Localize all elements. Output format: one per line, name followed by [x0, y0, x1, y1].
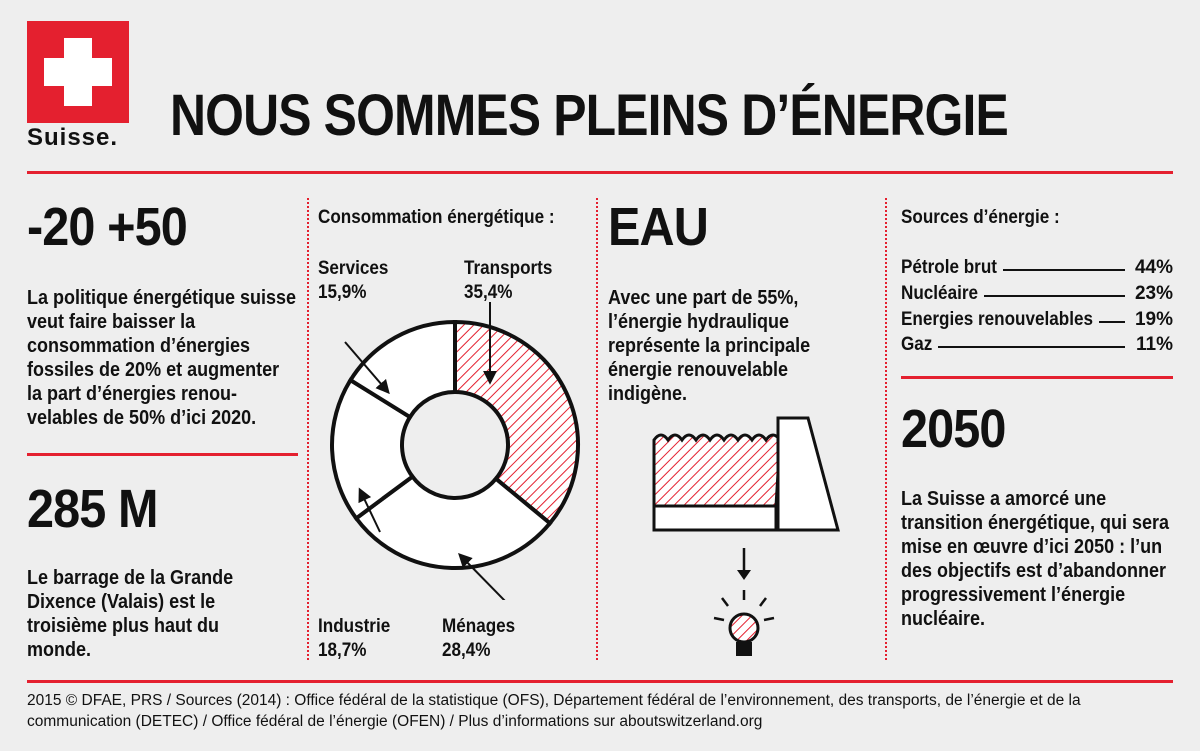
- source-leader-line: [983, 295, 1125, 297]
- source-leader-line: [1098, 321, 1125, 323]
- source-name: Nucléaire: [901, 283, 982, 305]
- dam-illustration: [652, 416, 840, 656]
- footer-divider: [27, 680, 1173, 683]
- source-name: Energies renouvelables: [901, 309, 1097, 331]
- sources-title: Sources d’énergie :: [901, 207, 1060, 228]
- label-menages-name: Ménages: [442, 616, 516, 637]
- stat-dam-height: 285 M: [27, 479, 158, 539]
- label-transports-pct: 35,4%: [464, 282, 513, 303]
- donut-slice-industrie: [330, 377, 416, 522]
- page-title: NOUS SOMMES PLEINS D’ÉNERGIE: [170, 83, 1009, 148]
- column-separator: [885, 198, 887, 660]
- dam-base-icon: [652, 504, 778, 532]
- column-separator: [596, 198, 598, 660]
- source-leader-line: [1002, 269, 1125, 271]
- source-value: 11%: [1136, 334, 1173, 355]
- future-text: La Suisse a amorcé une transition énergé…: [901, 488, 1170, 630]
- stat-fossil-renewable: -20 +50: [27, 197, 188, 257]
- water-text: Avec une part de 55%, l’énergie hydrauli…: [608, 287, 811, 405]
- source-value: 44%: [1134, 257, 1173, 278]
- consumption-donut-chart: [330, 302, 580, 600]
- footer-credits: 2015 © DFAE, PRS / Sources (2014) : Offi…: [27, 692, 1081, 730]
- future-year: 2050: [901, 399, 1006, 459]
- stat-dam-text: Le barrage de la Grande Dixence (Valais)…: [27, 567, 234, 661]
- column-separator: [307, 198, 309, 660]
- source-value: 19%: [1134, 309, 1173, 330]
- label-industrie-pct: 18,7%: [318, 640, 367, 661]
- services-pointer: [344, 341, 390, 395]
- label-services-name: Services: [318, 258, 389, 279]
- source-name: Gaz: [901, 334, 936, 356]
- water-title: EAU: [608, 197, 709, 257]
- dam-wall-icon: [776, 416, 840, 532]
- source-row: Gaz 11%: [901, 334, 1173, 358]
- consumption-title: Consommation énergétique :: [318, 207, 555, 228]
- label-transports-name: Transports: [464, 258, 553, 279]
- section-divider: [901, 376, 1173, 379]
- label-industrie-name: Industrie: [318, 616, 391, 637]
- swiss-cross-bar: [44, 58, 112, 86]
- section-divider: [27, 453, 298, 456]
- flow-arrow-head: [737, 570, 751, 580]
- source-row: Pétrole brut 44%: [901, 257, 1173, 281]
- logo-text: Suisse.: [27, 124, 119, 151]
- source-row: Nucléaire 23%: [901, 283, 1173, 307]
- title-divider: [27, 171, 1173, 174]
- source-name: Pétrole brut: [901, 257, 1001, 279]
- menages-pointer: [458, 552, 506, 600]
- source-leader-line: [937, 346, 1125, 348]
- lightbulb-icon: [713, 590, 775, 656]
- label-menages-pct: 28,4%: [442, 640, 491, 661]
- label-services-pct: 15,9%: [318, 282, 367, 303]
- source-row: Energies renouvelables 19%: [901, 309, 1173, 333]
- donut-slice-menages: [353, 473, 553, 570]
- stat-fossil-renewable-text: La politique énergétique suisse veut fai…: [27, 287, 297, 429]
- source-value: 23%: [1134, 283, 1173, 304]
- industrie-pointer: [358, 487, 381, 533]
- reservoir-water-icon: [652, 433, 782, 508]
